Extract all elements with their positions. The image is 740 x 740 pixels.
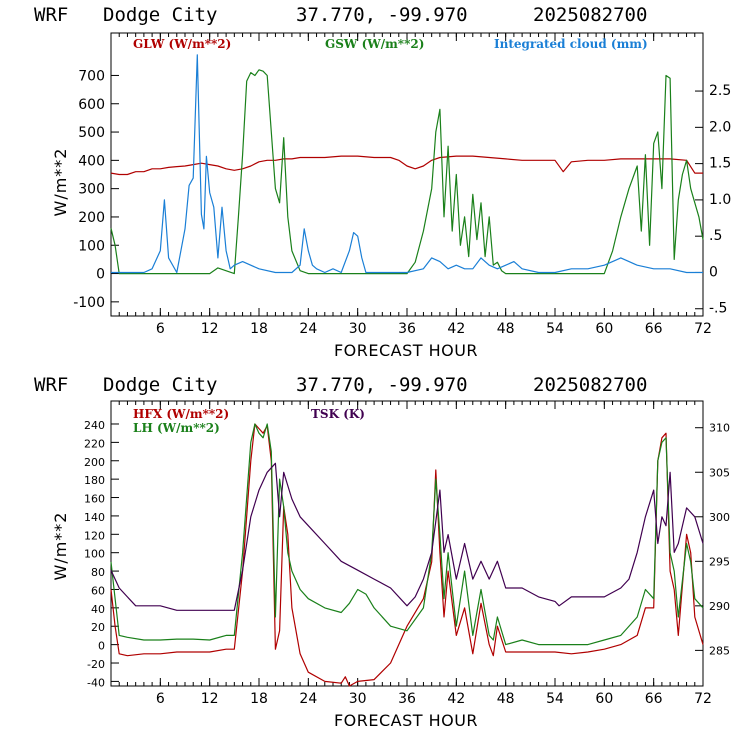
y2-tick-label: -.5 <box>709 301 727 317</box>
y-tick-label: 160 <box>84 493 105 506</box>
y-tick-label: 220 <box>84 437 105 450</box>
y-tick-label: 180 <box>84 474 105 487</box>
y2-tick-label: 2.5 <box>709 83 731 99</box>
radiation-panel: 6 12 18 24 30 36 42 48 54 60 66 72 -100 0 100 200 300 400… <box>73 32 731 337</box>
y2-tick-label: 295 <box>709 555 730 568</box>
legend-cloud: Integrated cloud (mm) <box>494 37 648 51</box>
y2-tick-label: 2.0 <box>709 119 731 135</box>
y-tick-label: 400 <box>78 153 105 169</box>
x-tick-label: 30 <box>349 691 367 707</box>
flux-panel: 6 12 18 24 30 36 42 48 54 60 66 72 -40 -20 0 20 40 60 80 10… <box>84 400 730 707</box>
x-tick-label: 48 <box>497 691 515 707</box>
y-tick-label: 300 <box>78 182 105 198</box>
header-init-2: 2025082700 <box>533 374 647 396</box>
y-tick-label: 200 <box>84 456 105 469</box>
y-axis-label-2: W/m**2 <box>51 512 70 581</box>
x-tick-label: 42 <box>447 321 465 337</box>
y-tick-label: 0 <box>96 267 105 283</box>
x-tick-label: 6 <box>156 691 165 707</box>
y-tick-label: -40 <box>87 676 105 689</box>
y-tick-label: 100 <box>84 548 105 561</box>
x-tick-label: 18 <box>250 321 268 337</box>
x-tick-label: 66 <box>645 321 663 337</box>
y-tick-label: 0 <box>98 640 105 653</box>
y2-tick-label: 290 <box>709 600 730 613</box>
header-init-1: 2025082700 <box>533 4 647 26</box>
y-tick-label: 20 <box>91 621 105 634</box>
x-tick-label: 42 <box>447 691 465 707</box>
x-axis-label-1: FORECAST HOUR <box>334 341 478 360</box>
y-tick-label: 60 <box>91 584 105 597</box>
y2-tick-label: 305 <box>709 466 730 479</box>
y-tick-label: -100 <box>73 295 105 311</box>
series-line-integrated <box>111 54 703 274</box>
y-tick-label: 600 <box>78 97 105 113</box>
series-line-gsw <box>110 69 704 275</box>
series-line-tsk <box>110 462 704 611</box>
x-tick-label: 60 <box>595 691 613 707</box>
x-tick-label: 6 <box>156 321 165 337</box>
series-line-lh <box>110 423 704 646</box>
legend-lh: LH (W/m**2) <box>133 421 220 435</box>
y2-tick-label: 0 <box>709 264 718 280</box>
y-tick-label: 500 <box>78 125 105 141</box>
header-model-2: WRF <box>34 374 68 396</box>
y-tick-label: 100 <box>78 238 105 254</box>
y-tick-label: 700 <box>78 68 105 84</box>
legend-gsw: GSW (W/m**2) <box>325 37 424 51</box>
x-tick-label: 54 <box>546 691 564 707</box>
x-tick-label: 30 <box>349 321 367 337</box>
header-station-1: Dodge City <box>103 4 217 26</box>
x-tick-label: 24 <box>299 691 317 707</box>
series-line-hfx <box>110 423 704 687</box>
y-axis-label-1: W/m**2 <box>51 148 70 217</box>
x-tick-label: 12 <box>201 321 219 337</box>
x-axis-label-2: FORECAST HOUR <box>334 711 478 730</box>
x-tick-label: 54 <box>546 321 564 337</box>
plot-frame <box>110 400 704 687</box>
y-tick-label: -20 <box>87 658 105 671</box>
y-tick-label: 140 <box>84 511 105 524</box>
y-tick-label: 240 <box>84 419 105 432</box>
header-coords-1: 37.770, -99.970 <box>296 4 468 26</box>
x-tick-label: 60 <box>595 321 613 337</box>
header-model-1: WRF <box>34 4 68 26</box>
x-tick-label: 72 <box>694 691 712 707</box>
y-tick-label: 40 <box>91 603 105 616</box>
x-tick-label: 36 <box>398 321 416 337</box>
series-line-glw <box>110 155 703 176</box>
y-tick-label: 80 <box>91 566 105 579</box>
header-station-2: Dodge City <box>103 374 217 396</box>
y2-tick-label: 310 <box>709 422 730 435</box>
legend-hfx: HFX (W/m**2) <box>133 407 229 421</box>
x-tick-label: 12 <box>201 691 219 707</box>
x-tick-label: 66 <box>645 691 663 707</box>
legend-tsk: TSK (K) <box>311 407 365 421</box>
x-tick-label: 48 <box>497 321 515 337</box>
y2-tick-label: 300 <box>709 511 730 524</box>
x-tick-label: 72 <box>694 321 712 337</box>
y-tick-label: 200 <box>78 210 105 226</box>
y-tick-label: 120 <box>84 529 105 542</box>
y2-tick-label: 1.5 <box>709 156 731 172</box>
y2-tick-label: 1.0 <box>709 192 731 208</box>
y2-tick-label: 285 <box>709 644 730 657</box>
x-tick-label: 18 <box>250 691 268 707</box>
x-tick-label: 36 <box>398 691 416 707</box>
header-coords-2: 37.770, -99.970 <box>296 374 468 396</box>
y2-tick-label: .5 <box>709 228 722 244</box>
legend-glw: GLW (W/m**2) <box>133 37 231 51</box>
x-tick-label: 24 <box>299 321 317 337</box>
